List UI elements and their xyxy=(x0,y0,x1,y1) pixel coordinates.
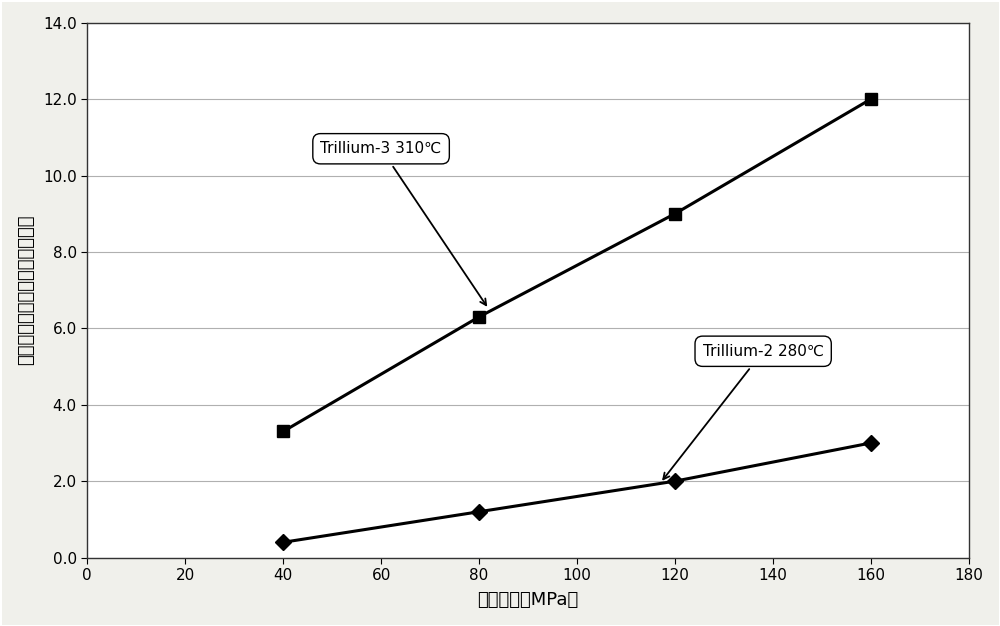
Text: Trillium-3 310℃: Trillium-3 310℃ xyxy=(320,141,486,305)
Y-axis label: 轴向辐照蜕变率与伸长率的比値: 轴向辐照蜕变率与伸长率的比値 xyxy=(17,215,35,366)
X-axis label: 环向应力（MPa）: 环向应力（MPa） xyxy=(477,592,579,609)
Text: Trillium-2 280℃: Trillium-2 280℃ xyxy=(663,344,824,480)
